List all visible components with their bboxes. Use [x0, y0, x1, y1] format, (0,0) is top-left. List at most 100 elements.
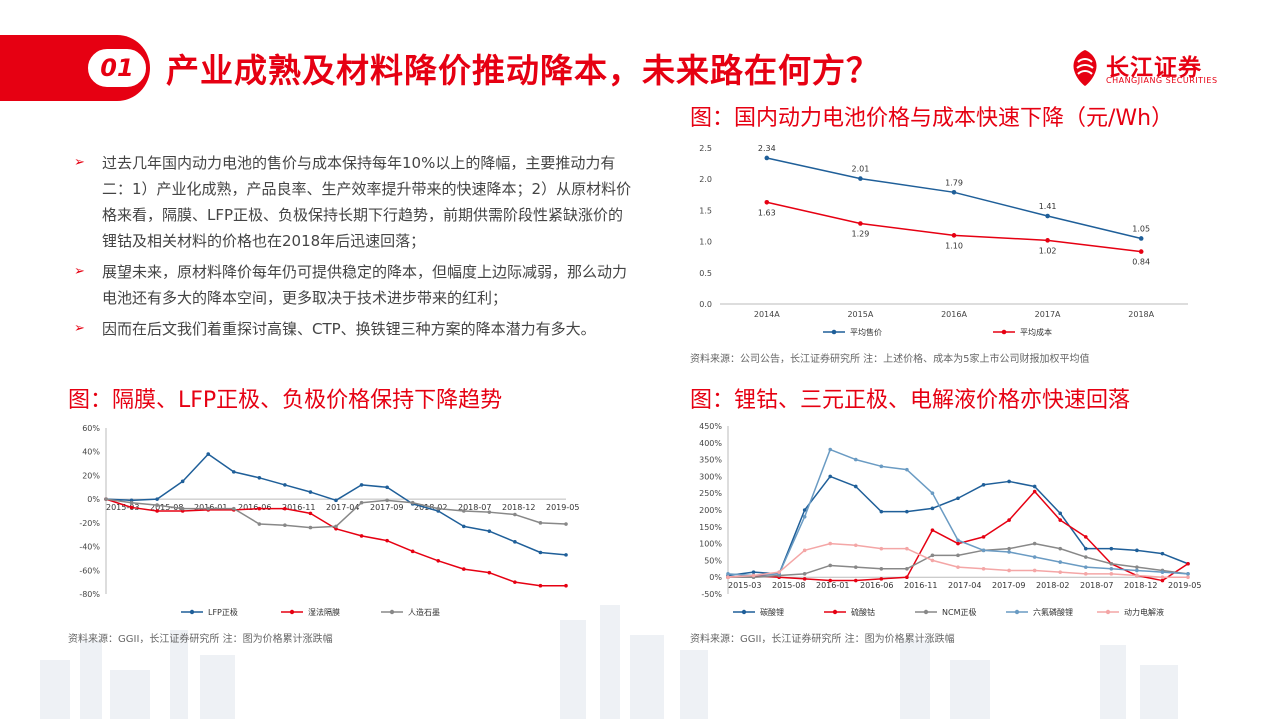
data-point	[155, 503, 159, 507]
data-point	[802, 548, 807, 553]
data-point	[828, 563, 833, 568]
bullet-text: 展望未来，原材料降价每年仍可提供稳定的降本，但幅度上边际减弱，那么动力电池还有多…	[102, 263, 628, 307]
y-tick-label: 0.0	[699, 300, 712, 309]
data-point	[726, 575, 730, 579]
data-point	[461, 524, 466, 529]
data-point	[879, 509, 884, 514]
data-point	[930, 506, 935, 511]
bullet-text: 过去几年国内动力电池的售价与成本保持每年10%以上的降幅，主要推动力有二：1）产…	[102, 154, 632, 250]
data-label: 2.34	[758, 144, 776, 153]
series-line-avg-price	[766, 157, 1142, 240]
data-point	[461, 509, 466, 513]
chart-lithium-cobalt-ncm: 450% 400% 350% 300% 250% 200% 150% 100% 50% 0% -50…	[699, 422, 1201, 617]
x-tick-label: 2017-09	[992, 581, 1025, 590]
bullet-text: 因而在后文我们着重探讨高镍、CTP、换铁锂三种方案的降本潜力有多大。	[102, 320, 596, 338]
bullet-arrow-icon: ➢	[74, 321, 85, 336]
data-point	[905, 575, 909, 579]
data-point	[879, 464, 884, 469]
y-tick-label: 2.0	[699, 175, 712, 184]
data-point	[1032, 541, 1037, 546]
y-tick-label: 60%	[82, 424, 100, 433]
y-tick-label: 40%	[82, 448, 100, 457]
y-tick-label: 250%	[699, 489, 722, 498]
data-point	[951, 233, 957, 238]
data-point	[257, 506, 262, 511]
data-point	[206, 506, 211, 511]
company-logo: 长江证券 CHANGJIANG SECURITIES	[1068, 46, 1228, 92]
data-point	[513, 512, 517, 517]
data-point	[802, 572, 807, 576]
legend-marker	[741, 609, 747, 615]
source-note-price-cost: 资料来源：公司公告，长江证券研究所 注：上述价格、成本为5家上市公司财报加权平均…	[690, 354, 1090, 365]
series-line	[727, 475, 1189, 577]
x-tick-label: 2017-04	[948, 581, 981, 590]
data-point	[956, 538, 960, 543]
y-tick-label: 0.5	[699, 269, 712, 278]
data-point	[1160, 551, 1165, 556]
legend-marker	[923, 609, 929, 615]
legend-label: LFP正极	[208, 607, 238, 617]
data-label: 1.41	[1039, 202, 1057, 211]
data-point	[853, 484, 858, 489]
legend-marker	[389, 609, 395, 615]
data-point	[853, 457, 858, 462]
x-tick-label: 2015-03	[106, 503, 139, 512]
data-point	[385, 498, 389, 503]
x-tick-label: 2016-01	[816, 581, 849, 590]
data-point	[538, 521, 543, 525]
data-label: 1.10	[945, 241, 963, 250]
y-tick-label: 50%	[704, 556, 722, 565]
data-point	[751, 570, 756, 574]
data-point	[410, 549, 415, 554]
data-point	[359, 534, 364, 538]
y-tick-label: -40%	[79, 543, 100, 552]
data-point	[283, 506, 287, 511]
data-point	[1058, 570, 1063, 574]
x-tick-label: 2015-08	[150, 503, 183, 512]
data-point	[1109, 546, 1114, 551]
legend-label: NCM正极	[942, 607, 976, 617]
data-point	[726, 572, 730, 576]
data-label: 1.79	[945, 178, 963, 187]
x-tick-label: 2019-05	[546, 503, 579, 512]
data-point	[905, 509, 909, 514]
x-tick-label: 2018-12	[502, 503, 535, 512]
y-tick-label: 100%	[699, 540, 722, 549]
data-point	[257, 522, 262, 526]
data-point	[956, 496, 960, 501]
data-point	[828, 578, 833, 583]
data-point	[1135, 565, 1139, 569]
data-point	[828, 541, 833, 546]
data-point	[828, 447, 833, 452]
source-note-separator-lfp: 资料来源：GGII，长江证券研究所 注：图为价格累计涨跌幅	[68, 634, 333, 645]
bullet-arrow-icon: ➢	[74, 155, 85, 170]
data-point	[129, 505, 134, 510]
bullet-item: ➢ 因而在后文我们着重探讨高镍、CTP、换铁锂三种方案的降本潜力有多大。	[74, 316, 634, 342]
data-point	[1058, 560, 1063, 564]
data-point	[1135, 568, 1139, 573]
data-point	[334, 498, 338, 503]
section-badge: 01	[85, 46, 149, 90]
data-point	[853, 543, 858, 548]
data-point	[231, 470, 236, 474]
x-tick-label: 2018-02	[1036, 581, 1069, 590]
legend-marker	[1014, 609, 1020, 615]
x-tick-label: 2017-09	[370, 503, 403, 512]
data-point	[1045, 238, 1050, 243]
data-point	[802, 577, 807, 581]
data-point	[1083, 565, 1088, 569]
legend-marker	[831, 329, 837, 335]
x-tick-label: 2015-03	[728, 581, 761, 590]
data-point	[956, 553, 960, 558]
data-point	[513, 580, 517, 584]
data-point	[1135, 548, 1139, 553]
y-tick-label: 350%	[699, 456, 722, 465]
data-point	[436, 559, 441, 563]
data-point	[538, 550, 543, 555]
data-point	[1160, 570, 1165, 574]
data-point	[1135, 573, 1139, 578]
data-point	[104, 497, 108, 501]
data-point	[1058, 546, 1063, 551]
x-tick-label: 2018-07	[458, 503, 491, 512]
data-point	[764, 199, 770, 205]
